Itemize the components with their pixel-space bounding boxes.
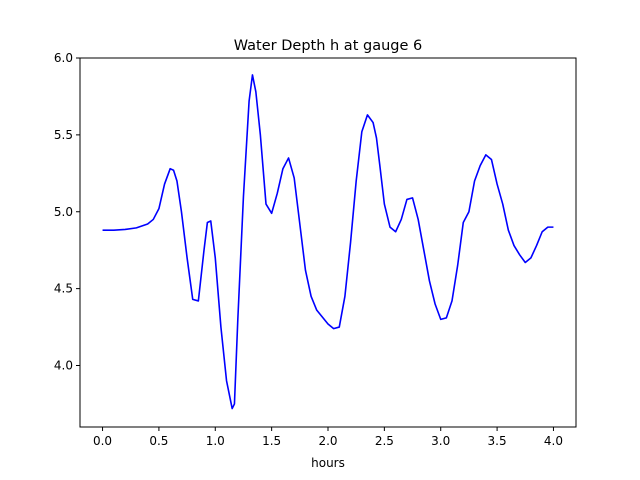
x-tick-label: 0.5 (149, 434, 168, 448)
x-tick-label: 3.0 (431, 434, 450, 448)
x-tick-label: 1.0 (206, 434, 225, 448)
x-tick-label: 2.5 (375, 434, 394, 448)
y-tick-label: 6.0 (54, 51, 73, 65)
x-tick-label: 4.0 (544, 434, 563, 448)
series-line-0 (102, 74, 554, 410)
x-tick-label: 0.0 (93, 434, 112, 448)
y-tick-label: 5.5 (54, 128, 73, 142)
plot-area: 0.0 0.5 1.0 1.5 2.0 2.5 3.0 3.5 4.0 4.0 4.5 5.0 5.5 6… (54, 51, 577, 448)
x-axis-label: hours (311, 456, 345, 470)
y-tick-label: 4.5 (54, 282, 73, 296)
x-tick-label: 2.0 (318, 434, 337, 448)
x-tick-label: 3.5 (488, 434, 507, 448)
chart-title: Water Depth h at gauge 6 (234, 38, 422, 54)
y-tick-label: 4.0 (54, 359, 73, 373)
x-tick-label: 1.5 (262, 434, 281, 448)
y-tick-label: 5.0 (54, 205, 73, 219)
